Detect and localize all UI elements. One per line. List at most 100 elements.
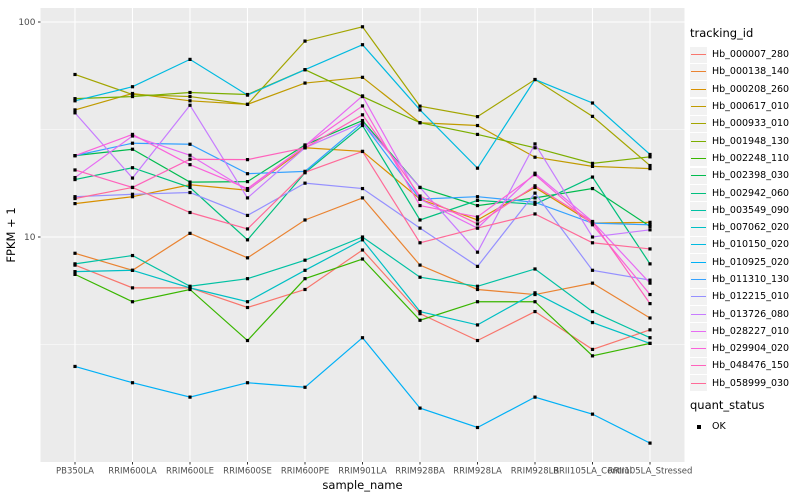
legend-key (690, 202, 707, 219)
data-point (590, 175, 595, 179)
x-tick-label: RRIM600SE (223, 467, 272, 477)
data-point (73, 196, 77, 201)
data-point (73, 177, 77, 182)
legend-item-Hb_058999_030: Hb_058999_030 (690, 375, 798, 392)
legend-item-Hb_007062_020: Hb_007062_020 (690, 219, 798, 236)
data-point (73, 195, 77, 199)
data-point (188, 210, 192, 215)
legend-item-Hb_000138_140: Hb_000138_140 (690, 63, 798, 80)
data-point (245, 186, 250, 191)
data-point (245, 213, 250, 218)
data-point (188, 142, 192, 146)
data-point (418, 108, 422, 112)
data-point (418, 406, 422, 410)
data-point (73, 72, 77, 77)
x-tick-label: RRIM928LB (511, 467, 560, 477)
data-point (648, 341, 652, 345)
data-point (648, 281, 652, 285)
data-point (73, 262, 77, 266)
legend-label: Hb_002248_110 (712, 152, 790, 164)
legend-item-Hb_013726_080: Hb_013726_080 (690, 305, 798, 323)
legend-label: Hb_048476_150 (712, 360, 790, 372)
data-point (360, 149, 365, 154)
data-point (73, 270, 77, 274)
legend-item-Hb_002942_060: Hb_002942_060 (690, 184, 798, 202)
data-point (188, 153, 192, 157)
y-axis-title: FPKM + 1 (4, 207, 18, 263)
data-point (245, 93, 250, 97)
legend-item-Hb_000208_260: Hb_000208_260 (690, 81, 798, 98)
data-point (533, 291, 537, 295)
legend-line-swatch (691, 330, 706, 332)
legend-line-swatch (691, 296, 706, 298)
data-point (533, 196, 537, 200)
legend-item-Hb_002248_110: Hb_002248_110 (690, 150, 798, 167)
data-point (533, 212, 537, 216)
data-point (418, 185, 422, 190)
data-point (475, 226, 480, 230)
legend-label: Hb_000933_010 (712, 118, 790, 130)
data-point (418, 309, 422, 314)
x-tick-label: RRIM928LA (453, 467, 502, 477)
data-point (533, 309, 537, 314)
legend-line-swatch (691, 261, 706, 263)
data-point (533, 202, 537, 206)
data-point (360, 235, 365, 239)
data-point (648, 224, 652, 229)
data-point (188, 180, 192, 184)
data-point (475, 300, 480, 304)
data-point (73, 111, 77, 115)
data-point (130, 141, 135, 145)
x-tick-label: RRII105LA_Control (553, 467, 632, 477)
data-point (590, 347, 595, 352)
data-point (533, 77, 537, 82)
legend-item-Hb_001948_130: Hb_001948_130 (690, 132, 798, 150)
data-point (188, 99, 192, 103)
legend-key (690, 63, 707, 80)
legend-key (690, 98, 707, 115)
data-point (303, 277, 307, 281)
legend-item-Hb_011310_130: Hb_011310_130 (690, 271, 798, 288)
data-point (303, 181, 307, 185)
data-point (360, 238, 365, 242)
data-point (533, 395, 537, 399)
data-point (303, 287, 307, 292)
data-point (245, 158, 250, 162)
data-point (188, 157, 192, 161)
data-point (648, 316, 652, 320)
data-point (303, 385, 307, 389)
data-point (245, 102, 250, 106)
legend-label: Hb_029904_020 (712, 343, 790, 355)
quant-status-legend: quant_status OK (690, 398, 798, 435)
x-tick-label: RRIM600PE (281, 467, 329, 477)
data-point (590, 223, 595, 227)
data-point (130, 253, 135, 258)
data-point (590, 161, 595, 165)
data-point (648, 220, 652, 224)
legend-line-swatch (691, 365, 706, 367)
legend-label: Hb_010150_020 (712, 239, 790, 251)
data-point (188, 190, 192, 195)
legend-key (690, 185, 707, 202)
x-tick-label: RRIM600LE (166, 467, 214, 477)
data-point (533, 173, 537, 177)
data-point (188, 57, 192, 61)
data-point (188, 395, 192, 399)
data-point (475, 123, 480, 128)
data-point (590, 235, 595, 239)
data-point (590, 320, 595, 325)
data-point (245, 381, 250, 385)
legend-line-swatch (691, 313, 706, 315)
data-point (73, 251, 77, 255)
x-tick-label: RRIM928BA (395, 467, 445, 477)
data-point (245, 188, 250, 192)
legend-line-swatch (691, 279, 706, 280)
data-point (188, 103, 192, 107)
data-point (418, 197, 422, 201)
legend-key (690, 323, 707, 340)
legend-key (690, 133, 707, 150)
legend-label: Hb_012215_010 (712, 291, 790, 303)
data-point (475, 222, 480, 226)
data-point (533, 155, 537, 159)
